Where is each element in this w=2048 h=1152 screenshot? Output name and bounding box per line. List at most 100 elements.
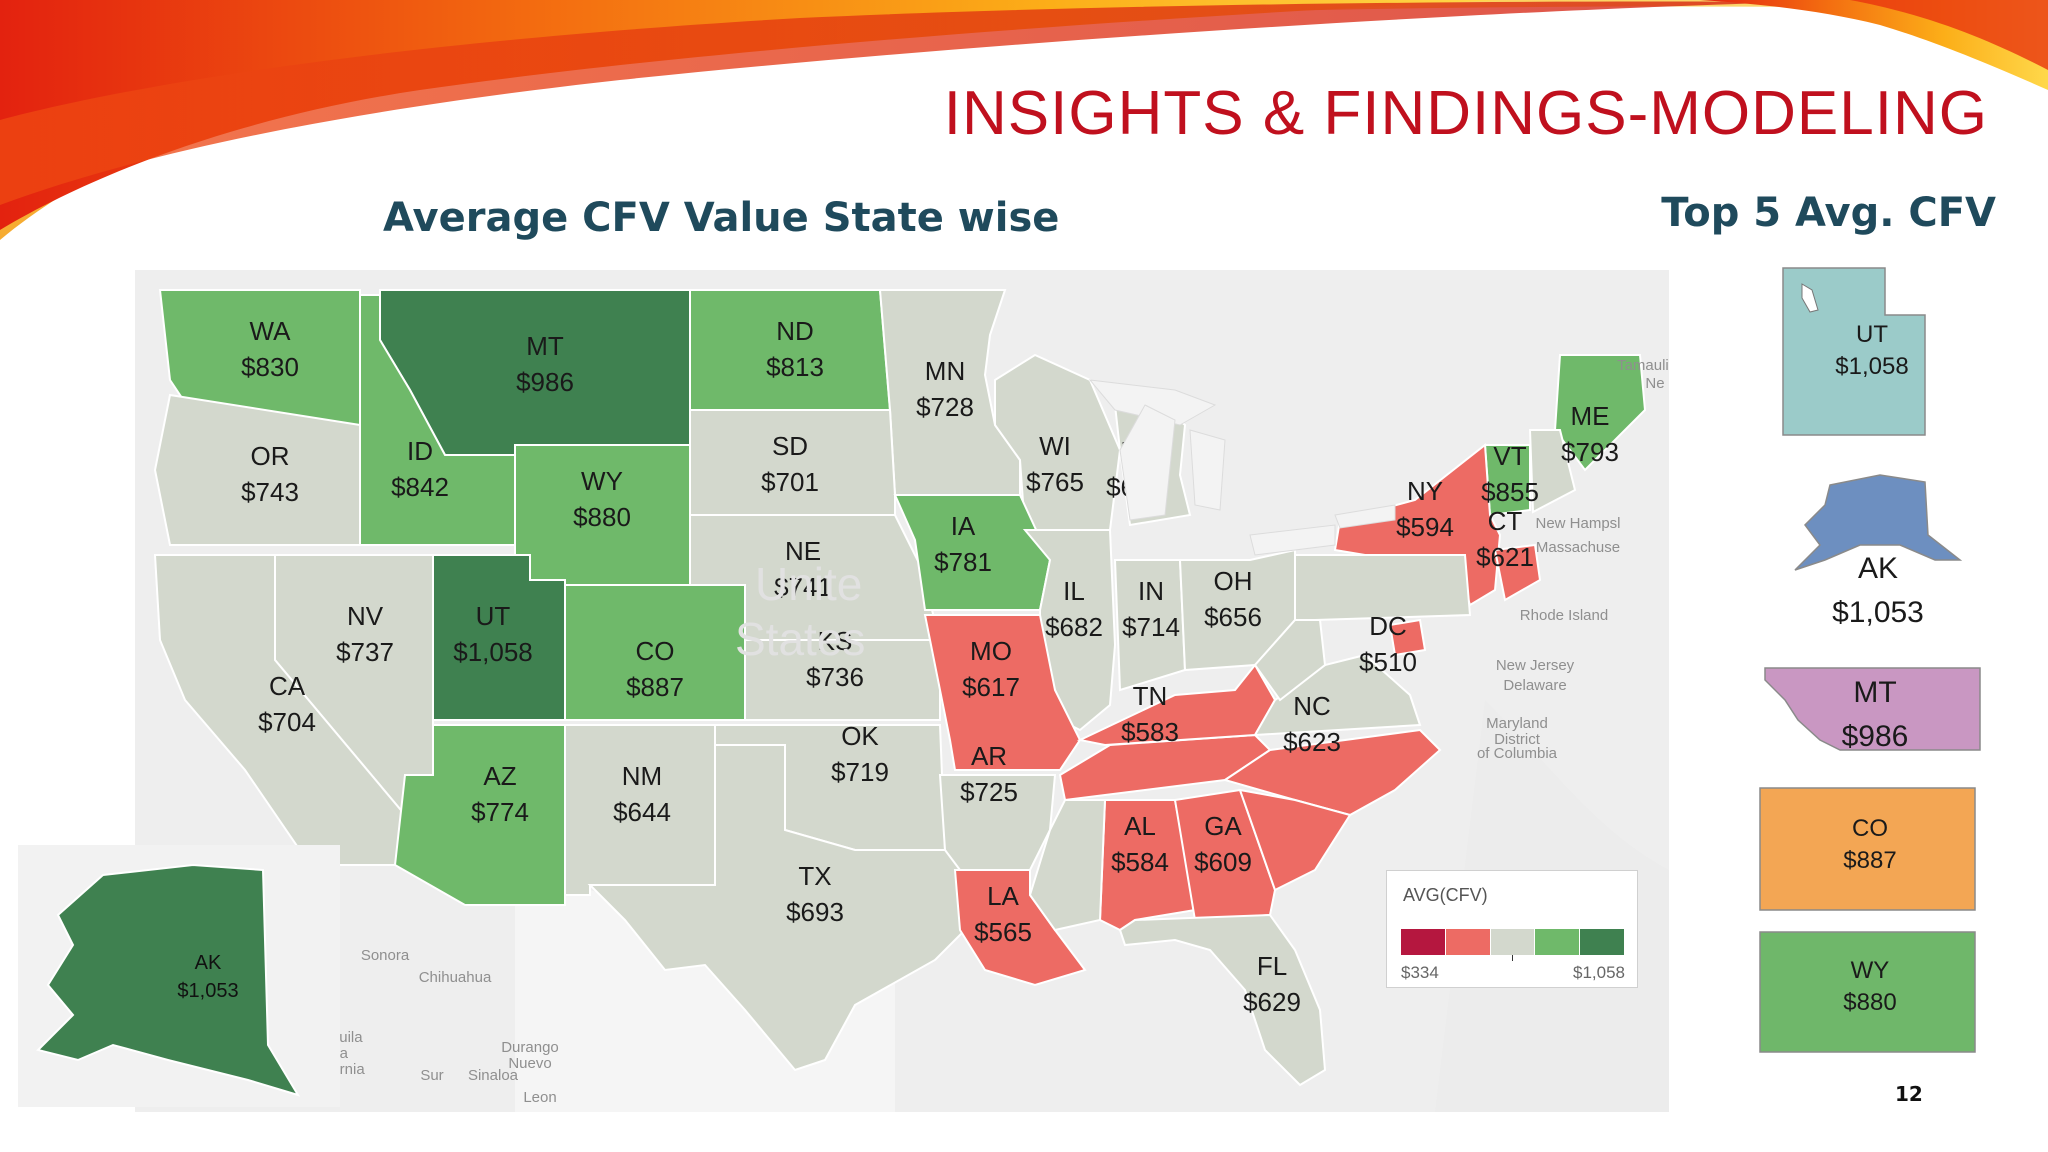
state-ca[interactable] [153,554,407,866]
top5-state-shape [1794,474,1963,571]
state-value-ks: $736 [806,662,864,692]
basemap-label: Leon [523,1089,556,1106]
state-value-ar: $725 [960,777,1018,807]
great-lakes [1088,379,1396,556]
state-fl[interactable] [1118,913,1327,1087]
state-nd[interactable] [689,289,892,411]
state-me[interactable] [1553,354,1647,472]
top5-item-ut[interactable]: UT $1,058 [1782,267,1926,436]
state-value-az: $774 [471,797,529,827]
state-la[interactable] [953,869,1087,987]
top5-value: $1,058 [1835,353,1908,380]
state-code-ak: AK [195,952,222,974]
top5-title: Top 5 Avg. CFV [1661,190,1996,236]
state-value-fl: $629 [1243,987,1301,1017]
basemap-label: Sinaloa [468,1067,519,1084]
basemap-label: Tamaulinas [1617,357,1669,374]
state-code-nv: NV [347,601,384,631]
top5-code: UT [1856,321,1888,348]
state-ak[interactable] [36,863,301,1097]
top5-item-wy[interactable]: WY $880 [1759,931,1976,1053]
state-sc[interactable] [1238,788,1352,892]
legend-tick [1512,955,1513,961]
alaska-inset[interactable]: AK $1,053 [18,845,340,1107]
state-wv[interactable] [1253,619,1327,702]
state-code-ut: UT [476,601,511,631]
color-legend: AVG(CFV) $334 $1,058 [1386,870,1638,988]
state-code-la: LA [987,881,1019,911]
basemap-label: Chihuahua [419,969,492,986]
state-value-mt: $986 [516,367,574,397]
state-id[interactable] [359,294,516,546]
state-layer [153,289,1647,1087]
basemap-label: Rhode Island [1520,607,1608,624]
state-code-wy: WY [581,466,623,496]
legend-swatch-dark-green [1580,929,1625,955]
basemap-label: Maryland [1486,715,1548,732]
top5-state-shape [1782,267,1926,436]
state-value-ia: $781 [934,547,992,577]
basemap-watermark: Unite [755,558,862,610]
state-value-id: $842 [391,472,449,502]
state-code-ca: CA [269,671,306,701]
state-code-ne: NE [785,536,821,566]
legend-min: $334 [1401,963,1439,982]
basemap-label: New Hampsl [1535,515,1620,532]
state-ga[interactable] [1173,788,1277,922]
top5-item-co[interactable]: CO $887 [1759,787,1976,911]
legend-swatch-green [1535,929,1581,955]
top5-value: $1,053 [1832,596,1924,629]
state-mo[interactable] [923,614,1082,771]
basemap-label: District [1494,731,1541,748]
state-value-nc: $623 [1283,727,1341,757]
basemap-label: Ne [1645,375,1664,392]
top5-value: $887 [1843,847,1896,874]
state-ky[interactable] [1076,663,1277,747]
state-code-az: AZ [483,761,516,791]
state-code-in: IN [1138,576,1164,606]
state-code-tx: TX [798,861,831,891]
basemap-label: New Jersey [1496,657,1575,674]
top5-item-mt[interactable]: MT $986 [1764,667,1981,753]
state-value-me: $793 [1561,437,1619,467]
state-value-wi: $765 [1026,467,1084,497]
top5-code: AK [1858,552,1898,585]
state-code-mn: MN [925,356,965,386]
state-value-nv: $737 [336,637,394,667]
state-value-tn: $583 [1121,717,1179,747]
state-or[interactable] [153,393,361,546]
state-code-il: IL [1063,576,1085,606]
top5-item-ak[interactable]: AK $1,053 [1794,474,1963,629]
state-ks[interactable] [744,639,941,721]
state-code-oh: OH [1214,566,1253,596]
state-pa[interactable] [1294,554,1472,621]
legend-swatch-red [1445,929,1491,955]
state-code-sd: SD [772,431,808,461]
state-label-layer: WA $830 MT $986 ND $813 MN $728 OR $743 ID $842 WY $8… [241,316,1619,1017]
state-value-ca: $704 [258,707,316,737]
top5-code: MT [1853,676,1896,709]
state-code-wa: WA [250,316,292,346]
state-nh[interactable] [1528,429,1577,514]
state-value-ne: $741 [774,572,832,602]
state-ct[interactable] [1493,543,1542,602]
state-ut[interactable] [432,554,566,721]
state-code-dc: DC [1369,611,1407,641]
state-value-ak: $1,053 [177,980,238,1002]
state-value-al: $584 [1111,847,1169,877]
state-value-wa: $830 [241,352,299,382]
state-tx[interactable] [587,744,967,1072]
basemap-label: Nuevo [508,1055,551,1072]
state-code-al: AL [1124,811,1156,841]
state-ms[interactable] [1028,799,1107,932]
basemap-label: Sur [420,1067,443,1084]
state-value-ny: $594 [1396,512,1454,542]
state-dc[interactable] [1388,618,1427,657]
state-sd[interactable] [689,409,896,516]
legend-color-ramp [1401,929,1625,955]
state-value-mo: $617 [962,672,1020,702]
state-value-nm: $644 [613,797,671,827]
basemap-label: of Columbia [1477,745,1558,762]
state-code-mt: MT [526,331,564,361]
state-code-vt: VT [1493,441,1526,471]
